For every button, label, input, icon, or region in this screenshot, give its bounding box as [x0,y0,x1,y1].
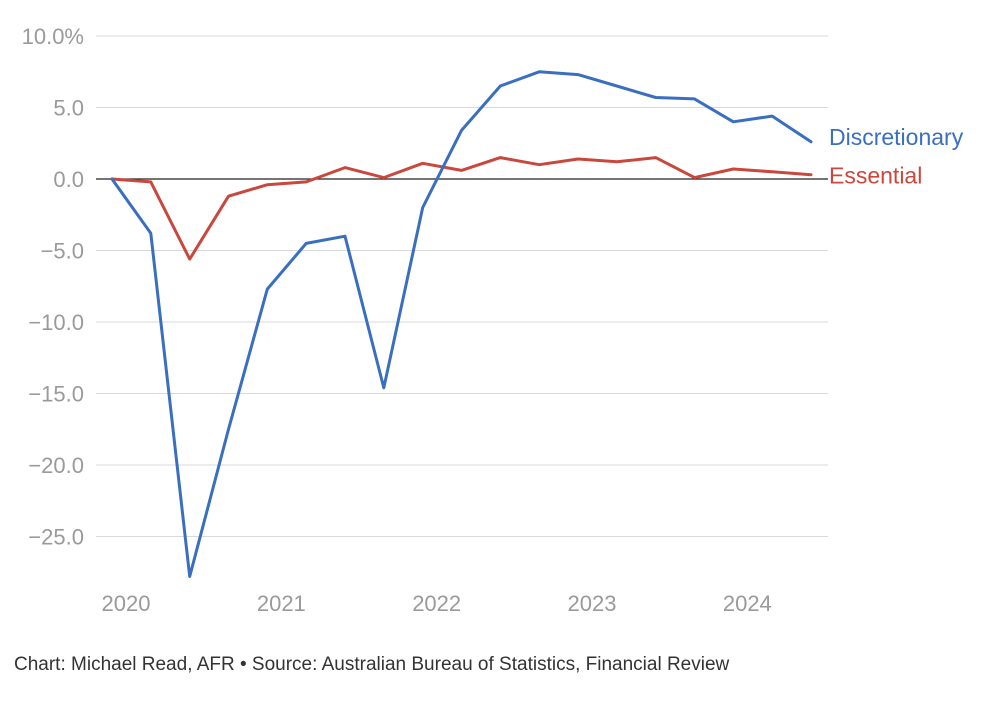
x-tick-label: 2021 [257,591,306,616]
series-label-essential: Essential [829,163,922,189]
y-tick-label: 5.0 [53,96,84,121]
y-axis-tick-labels: 10.0% 5.0 0.0 −5.0 −10.0 −15.0 −20.0 −25.0 [22,24,84,550]
gridlines [96,35,828,537]
y-tick-label: −10.0 [28,310,84,335]
y-tick-label: 0.0 [53,167,84,192]
x-tick-label: 2024 [723,591,772,616]
source-note: Chart: Michael Read, AFR • Source: Austr… [14,654,730,675]
y-tick-label: −15.0 [28,382,84,407]
series-labels: Discretionary Essential [829,124,964,189]
series-line-essential [110,156,813,261]
y-tick-label: −25.0 [28,525,84,550]
series-line-discretionary [110,70,813,578]
x-tick-label: 2020 [102,591,151,616]
x-tick-label: 2023 [568,591,617,616]
x-tick-label: 2022 [412,591,461,616]
series-label-discretionary: Discretionary [829,124,964,150]
y-tick-label: −20.0 [28,453,84,478]
y-tick-label: 10.0% [22,24,84,49]
series-lines [110,70,813,578]
x-axis-tick-labels: 2020 2021 2022 2023 2024 [102,591,772,616]
y-tick-label: −5.0 [41,239,84,264]
